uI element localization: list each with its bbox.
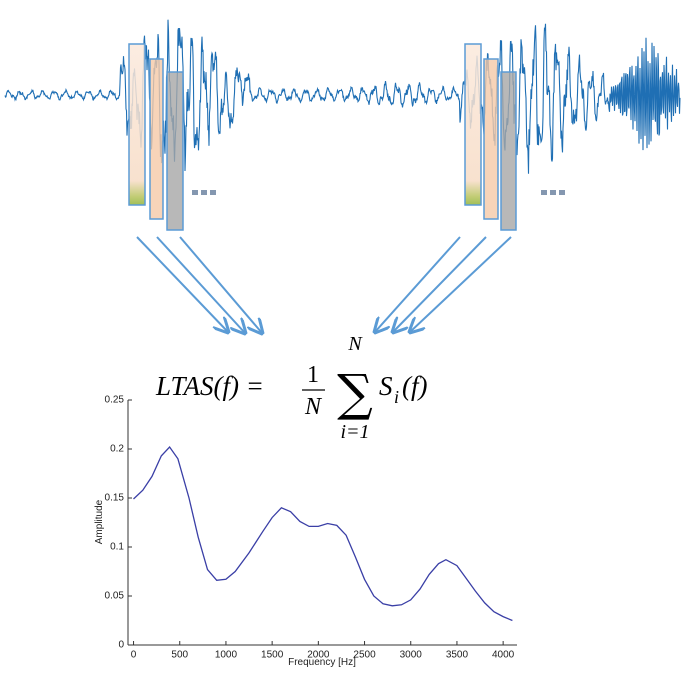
formula: LTAS(f) = 1 N ∑ N i=1 S i (f) <box>155 333 427 443</box>
sum-upper: N <box>347 333 363 355</box>
y-tick-label: 0.1 <box>110 542 124 553</box>
series-line <box>133 445 513 622</box>
x-tick-label: 1000 <box>215 650 238 661</box>
frame <box>464 43 482 206</box>
arrows <box>136 236 512 333</box>
y-tick-label: 0.05 <box>105 591 125 602</box>
frame <box>149 58 164 220</box>
x-tick-label: 3500 <box>446 650 469 661</box>
sum-sign: ∑ <box>337 364 373 422</box>
y-tick-label: 0.25 <box>105 395 125 406</box>
frame <box>128 43 146 206</box>
y-axis-label: Amplitude <box>94 499 105 544</box>
numerator: 1 <box>307 362 319 388</box>
waveform-line <box>4 19 681 174</box>
frame <box>483 58 499 220</box>
y-tick-label: 0 <box>118 640 124 651</box>
formula-lhs: LTAS(f) = <box>155 371 264 401</box>
term-arg: (f) <box>402 371 427 401</box>
waveform <box>4 19 681 174</box>
ltas-chart: Frequency [Hz] Amplitude 0 0.05 0.1 0.15 0.2… <box>94 395 517 668</box>
frame <box>166 71 184 231</box>
ellipsis <box>192 190 565 195</box>
y-tick-label: 0.2 <box>110 444 124 455</box>
x-tick-label: 3000 <box>400 650 423 661</box>
subscript: i <box>394 387 399 407</box>
x-tick-label: 2000 <box>307 650 330 661</box>
frames <box>128 43 517 231</box>
sum-lower: i=1 <box>340 421 369 443</box>
x-tick-label: 500 <box>171 650 188 661</box>
denominator: N <box>304 394 323 420</box>
x-tick-label: 2500 <box>353 650 376 661</box>
term: S <box>379 371 393 401</box>
y-tick-label: 0.15 <box>105 493 125 504</box>
x-tick-label: 1500 <box>261 650 284 661</box>
x-tick-label: 4000 <box>492 650 515 661</box>
x-axis-label: Frequency [Hz] <box>288 657 356 668</box>
frame <box>500 71 517 231</box>
x-tick-label: 0 <box>131 650 137 661</box>
